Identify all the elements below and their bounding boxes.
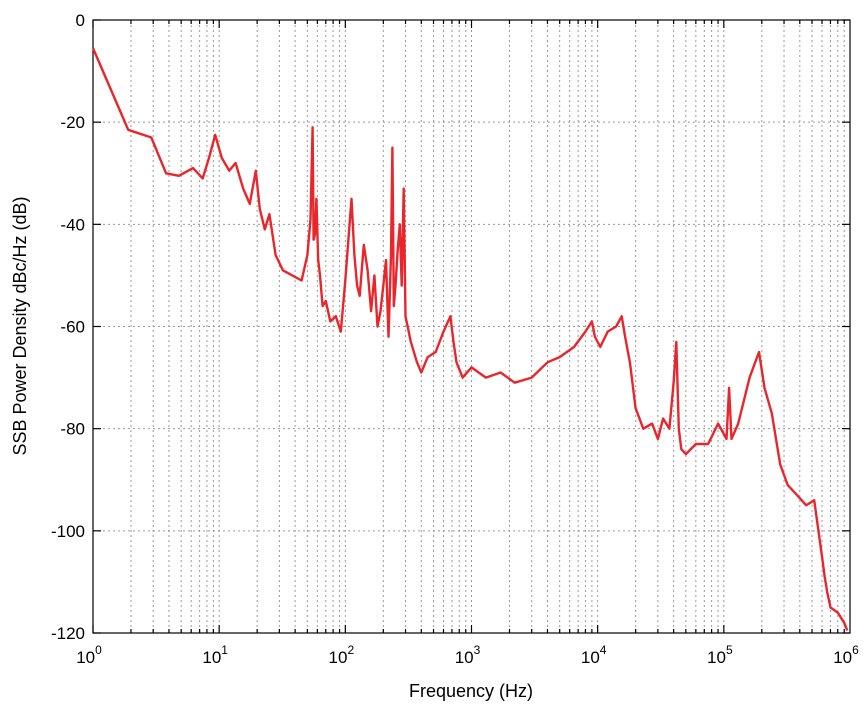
series-line: [91, 47, 849, 631]
grid-lines: [93, 20, 850, 633]
x-tick-label: 103: [455, 643, 481, 667]
x-tick-label: 106: [833, 643, 859, 667]
x-tick-label: 102: [329, 643, 355, 667]
y-tick-label: -40: [60, 215, 85, 234]
y-axis-label: SSB Power Density dBc/Hz (dB): [10, 196, 30, 455]
y-tick-label: -80: [60, 420, 85, 439]
x-axis-label: Frequency (Hz): [409, 681, 533, 701]
y-tick-label: -60: [60, 318, 85, 337]
y-tick-label: 0: [76, 11, 85, 30]
x-tick-label: 105: [707, 643, 733, 667]
x-tick-label: 101: [202, 643, 228, 667]
axis-ticks: [92, 19, 850, 634]
y-tick-label: -120: [51, 624, 85, 643]
x-tick-label: 100: [76, 643, 102, 667]
y-tick-label: -100: [51, 522, 85, 541]
y-tick-label: -20: [60, 113, 85, 132]
x-tick-label: 104: [581, 643, 607, 667]
